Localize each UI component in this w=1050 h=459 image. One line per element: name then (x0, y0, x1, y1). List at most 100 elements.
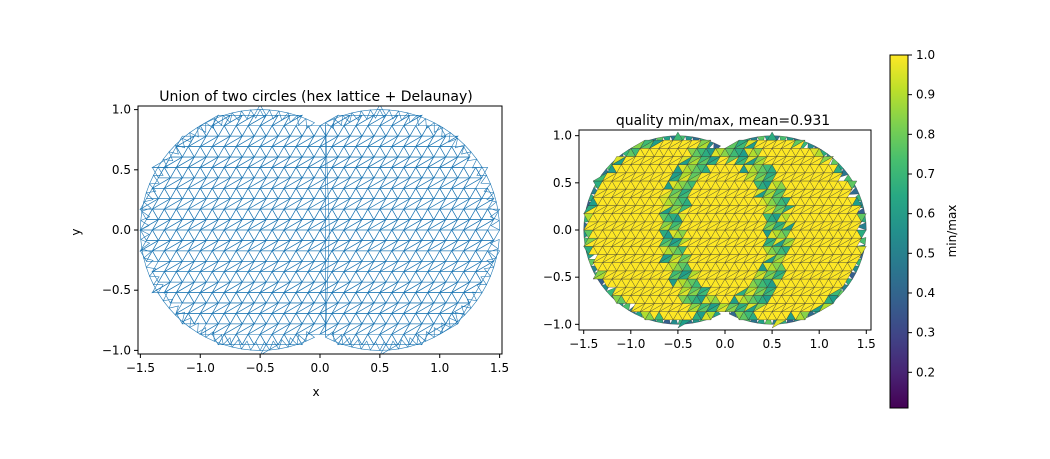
mesh-triangle (253, 166, 267, 179)
mesh-triangle (223, 271, 237, 283)
mesh-triangle (289, 250, 303, 262)
boundary-triangle (489, 238, 500, 250)
boundary-triangle (433, 327, 444, 338)
mesh-triangle (331, 188, 345, 200)
mesh-triangle (451, 188, 465, 200)
mesh-triangle (241, 312, 255, 325)
mesh-triangle (355, 146, 369, 158)
mesh-triangle (331, 229, 345, 242)
mesh-triangle (331, 313, 345, 325)
mesh-triangle (271, 333, 285, 346)
mesh-triangle (205, 229, 219, 241)
mesh-triangle (217, 125, 231, 137)
mesh-triangle (313, 229, 327, 241)
mesh-triangle (361, 250, 375, 262)
mesh-triangle (295, 250, 309, 262)
mesh-triangle (193, 145, 207, 158)
quality-triangle (851, 196, 862, 206)
mesh-triangle (229, 229, 243, 241)
mesh-triangle (283, 188, 297, 200)
left-x-label: x (312, 385, 319, 399)
mesh-triangle (349, 271, 363, 283)
mesh-triangle (229, 312, 243, 325)
boundary-triangle (489, 210, 500, 222)
boundary-triangle (476, 284, 488, 294)
x-tick-label: −0.5 (663, 337, 692, 351)
mesh-triangle (199, 229, 213, 242)
y-tick-label: 1.0 (553, 129, 572, 143)
mesh-triangle (319, 271, 333, 283)
mesh-triangle (259, 208, 273, 221)
mesh-triangle (211, 146, 225, 158)
mesh-triangle (409, 291, 423, 304)
mesh-triangle (199, 313, 213, 325)
mesh-triangle (199, 208, 213, 221)
boundary-triangle (140, 229, 150, 240)
boundary-triangle (488, 201, 499, 212)
boundary-triangle (476, 166, 488, 176)
quality-triangle (752, 139, 769, 149)
boundary-triangle (441, 126, 451, 138)
mesh-triangle (463, 271, 477, 283)
mesh-triangle (205, 166, 219, 179)
mesh-triangle (199, 125, 213, 137)
mesh-triangle (373, 187, 387, 200)
boundary-triangle (398, 110, 409, 121)
mesh-triangle (385, 208, 399, 220)
mesh-triangle (235, 292, 249, 304)
boundary-triangle (162, 151, 174, 162)
mesh-triangle (481, 208, 495, 220)
boundary-triangle (407, 112, 418, 123)
mesh-triangle (217, 208, 231, 220)
mesh-triangle (367, 125, 381, 137)
boundary-triangle (196, 327, 207, 338)
mesh-triangle (199, 188, 213, 200)
mesh-triangle (223, 313, 237, 325)
boundary-triangle (269, 109, 280, 120)
colorbar-tick-label: 0.7 (916, 167, 935, 181)
mesh-triangle (181, 166, 195, 179)
mesh-triangle (211, 271, 225, 283)
mesh-triangle (397, 166, 411, 179)
mesh-triangle (253, 187, 267, 200)
mesh-triangle (451, 229, 465, 242)
mesh-triangle (265, 145, 279, 158)
mesh-triangle (181, 250, 195, 262)
mesh-triangle (373, 333, 387, 345)
y-tick-label: 0.5 (553, 176, 572, 190)
boundary-triangle (486, 192, 497, 203)
mesh-triangle (163, 250, 177, 262)
mesh-triangle (487, 208, 501, 221)
mesh-triangle (145, 250, 159, 262)
mesh-triangle (313, 166, 327, 179)
mesh-triangle (205, 271, 219, 283)
mesh-triangle (319, 188, 333, 200)
mesh-triangle (271, 188, 285, 200)
mesh-triangle (253, 312, 267, 325)
mesh-triangle (337, 229, 351, 241)
mesh-triangle (325, 166, 339, 179)
mesh-triangle (175, 208, 189, 221)
mesh-triangle (457, 250, 471, 262)
mesh-triangle (211, 313, 225, 325)
left-panel: Union of two circles (hex lattice + Dela… (69, 89, 509, 399)
colorbar-tick-label: 0.5 (916, 246, 935, 260)
mesh-triangle (253, 125, 267, 137)
mesh-triangle (235, 208, 249, 221)
mesh-triangle (439, 208, 453, 221)
boundary-quality-triangle (848, 186, 860, 195)
mesh-triangle (223, 167, 237, 179)
mesh-triangle (157, 208, 171, 220)
quality-triangle (856, 229, 867, 239)
mesh-triangle (427, 125, 441, 137)
mesh-triangle (169, 229, 183, 241)
mesh-triangle (181, 229, 195, 241)
mesh-triangle (247, 292, 261, 304)
y-tick-label: −1.0 (102, 343, 131, 357)
mesh-triangle (427, 313, 441, 325)
mesh-triangle (349, 208, 363, 220)
boundary-triangle (250, 341, 261, 351)
quality-triangle (639, 139, 656, 149)
mesh-triangle (205, 187, 219, 200)
